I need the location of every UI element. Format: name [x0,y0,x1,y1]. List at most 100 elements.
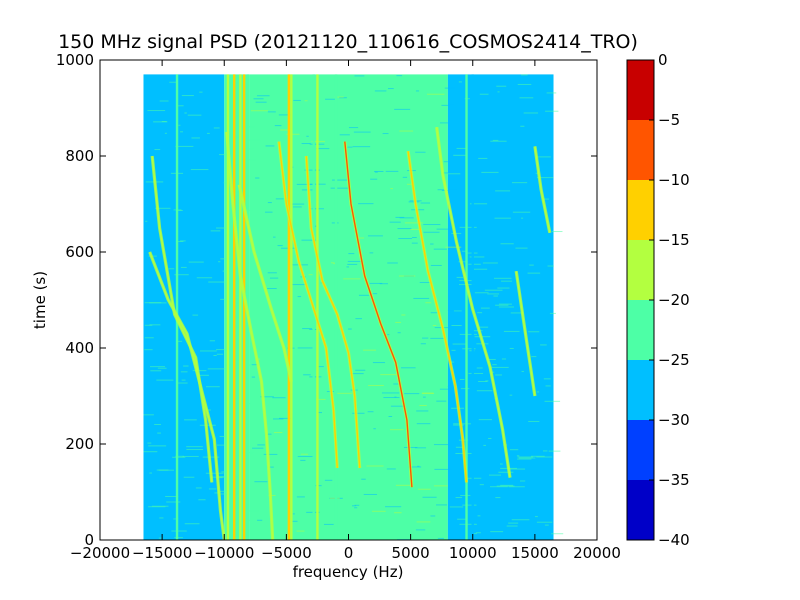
noise-streak [297,296,302,298]
background-regions [143,74,554,540]
noise-streak [501,280,513,282]
trace-line [407,151,468,483]
noise-streak [269,277,279,279]
noise-streak [343,278,361,280]
noise-streak [303,374,311,376]
noise-streak [187,114,202,116]
noise-streak [546,92,557,94]
noise-streak [459,226,477,228]
y-tick-label: 200 [65,435,94,453]
colorbar-swatch [627,120,654,180]
noise-streak [272,418,284,420]
noise-streak [369,282,383,284]
noise-streak [306,135,309,137]
noise-streak [354,504,360,506]
noise-streak [442,172,454,174]
noise-streak [208,488,217,490]
noise-streak [236,298,240,300]
noise-streak [462,504,477,506]
noise-streak [151,505,169,507]
noise-streak [447,309,464,311]
noise-streak [325,98,337,100]
noise-streak [300,459,306,461]
noise-streak [253,98,264,100]
noise-streak [273,432,283,434]
y-tick-label: 600 [65,243,94,261]
noise-streak [255,177,260,179]
noise-streak [544,400,561,402]
noise-streak [191,137,200,139]
noise-streak [433,248,447,250]
noise-streak [490,531,504,533]
noise-streak [408,466,422,468]
colorbar-swatch [627,180,654,240]
noise-streak [334,96,344,98]
noise-streak [544,524,549,526]
noise-streak [278,114,292,116]
noise-streak [165,496,179,498]
noise-streak [419,405,427,407]
noise-streak [374,90,387,92]
noise-streak [548,450,561,452]
noise-streak [218,490,228,492]
noise-streak [186,449,204,451]
noise-streak [551,533,564,535]
noise-streak [509,347,514,349]
noise-streak [174,274,189,276]
noise-streak [339,97,347,99]
noise-streak [161,120,167,122]
noise-streak [184,523,200,525]
noise-streak [477,312,483,314]
noise-streak [144,349,153,351]
noise-streak [500,484,514,486]
colorbar-swatch [627,60,654,120]
colorbar-tick-label: −40 [658,531,690,549]
noise-streak [188,261,204,263]
noise-streak [148,445,167,447]
noise-streak [367,235,383,237]
noise-streak [448,173,461,175]
noise-streak [254,481,268,483]
noise-streak [456,147,468,149]
noise-streak [323,523,334,525]
noise-streak [175,240,184,242]
trace-line [436,127,511,478]
noise-streak [520,480,526,482]
noise-streak [265,433,272,435]
noise-streak [404,393,420,395]
noise-streak [449,506,464,508]
noise-streak [479,326,489,328]
noise-streak [144,337,154,339]
noise-streak [220,298,230,300]
noise-streak [352,146,371,148]
colorbar-tick-label: 0 [658,51,668,69]
noise-streak [497,91,500,93]
noise-streak [500,243,514,245]
noise-streak [443,161,448,163]
noise-streak [228,440,235,442]
noise-streak [512,211,531,213]
noise-streak [347,146,353,148]
noise-streak [267,111,276,113]
noise-streak [453,154,468,156]
noise-streak [250,110,268,112]
noise-streak [484,289,503,291]
noise-streak [430,515,436,517]
noise-streak [192,314,199,316]
noise-streak [248,139,261,141]
noise-streak [434,468,452,470]
noise-streak [380,374,397,376]
noise-streak [318,366,324,368]
y-tick-label: 0 [84,531,94,549]
noise-streak [521,217,524,219]
noise-streak [430,337,446,339]
noise-streak [183,476,195,478]
noise-streak [297,347,315,349]
noise-streak [415,151,426,153]
noise-streak [358,294,370,296]
noise-streak [206,409,211,411]
noise-streak [199,424,216,426]
trace-line [534,146,551,233]
noise-streak [333,263,336,265]
